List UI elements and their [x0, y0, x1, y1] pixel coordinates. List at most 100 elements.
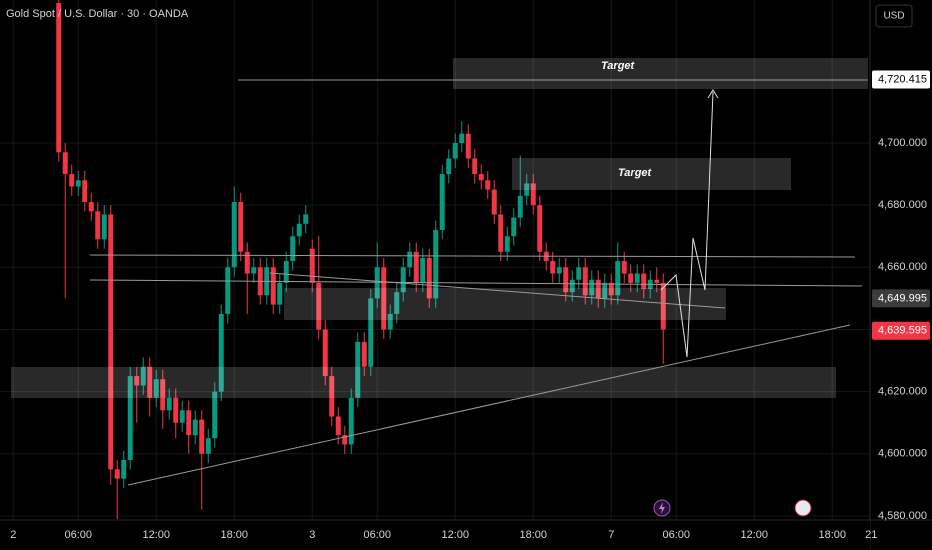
candle-body	[69, 174, 75, 187]
candle-body	[179, 410, 185, 423]
candles	[56, 0, 666, 520]
candle-body	[569, 279, 575, 293]
currency: USD	[883, 11, 904, 22]
x-tick-label: 18:00	[519, 529, 547, 541]
candle-body	[511, 217, 517, 237]
y-tick-label: 4,680.000	[878, 199, 927, 211]
flag-icon[interactable]	[794, 499, 812, 517]
candle-body	[108, 214, 114, 470]
currency-button[interactable]	[875, 4, 913, 28]
candle-body	[192, 419, 198, 436]
candle-body	[309, 248, 315, 283]
price-tag	[872, 289, 930, 308]
candle-body	[439, 174, 445, 231]
x-tick-label: 18:00	[220, 529, 248, 541]
candle-body	[238, 202, 244, 252]
level-line	[89, 279, 863, 287]
candle-body	[277, 282, 283, 305]
price-tag-label: 4,639.595	[878, 325, 927, 337]
candle-body	[634, 273, 640, 283]
candle-body	[374, 267, 380, 299]
candle-body	[251, 267, 257, 274]
candle-body	[121, 460, 127, 479]
x-tick-label: 18:00	[818, 529, 846, 541]
x-tick-label: 12:00	[740, 529, 768, 541]
candle-body	[530, 183, 536, 206]
candle-body	[329, 376, 335, 417]
price-tag-label: 4,649.995	[878, 292, 927, 304]
candle-body	[82, 180, 88, 203]
x-tick-label: 3	[309, 529, 315, 541]
candle-body	[205, 438, 211, 454]
x-tick-label: 06:00	[64, 529, 92, 541]
time-axis-panel	[0, 520, 870, 550]
candle-body	[114, 469, 120, 479]
candle-body	[303, 214, 309, 224]
candle-body	[472, 158, 478, 175]
candle-body	[348, 397, 354, 445]
candle-body	[212, 391, 218, 439]
candle-body	[296, 223, 302, 237]
candle-body	[582, 267, 588, 296]
candle-body	[563, 267, 569, 293]
projection-path	[660, 91, 714, 358]
candle-body	[504, 236, 510, 252]
candle-body	[478, 174, 484, 181]
candle-body	[101, 214, 107, 240]
candle-body	[283, 261, 289, 283]
zone	[11, 367, 836, 398]
candle-body	[498, 214, 504, 252]
x-tick-label: 2	[10, 529, 16, 541]
candle-body	[186, 410, 192, 436]
candle-body	[446, 158, 452, 175]
candle-body	[140, 366, 146, 386]
y-tick-label: 4,580.000	[878, 510, 927, 522]
candle-body	[660, 282, 666, 330]
x-tick-label: 06:00	[363, 529, 391, 541]
price-tag	[872, 70, 930, 89]
candle-body	[316, 282, 322, 330]
candle-body	[134, 376, 140, 386]
candle-body	[576, 267, 582, 280]
candle-body	[556, 267, 562, 274]
annotation: Target	[601, 60, 636, 72]
drawings: Target Target	[11, 58, 868, 517]
candle-body	[459, 133, 465, 143]
candle-body	[127, 376, 133, 461]
candle-body	[517, 195, 523, 218]
candle-body	[654, 279, 660, 283]
y-tick-label: 4,700.000	[878, 137, 927, 149]
candle-body	[62, 152, 68, 175]
x-tick-label: 12:00	[142, 529, 170, 541]
y-tick-label: 4,600.000	[878, 448, 927, 460]
candle-body	[56, 3, 62, 153]
candle-body	[589, 279, 595, 296]
lightning	[659, 502, 665, 514]
candle-body	[290, 236, 296, 262]
x-tick-label: 12:00	[441, 529, 469, 541]
candle-body	[550, 261, 556, 274]
y-tick-label: 4,660.000	[878, 261, 927, 273]
candle-body	[602, 282, 608, 299]
target-zone	[512, 158, 791, 190]
candle-body	[491, 189, 497, 215]
candle-body	[407, 251, 413, 268]
candle-body	[231, 202, 237, 268]
candle-body	[199, 419, 205, 454]
candle-body	[153, 379, 159, 398]
level-line	[89, 254, 856, 258]
price-axis-panel	[870, 0, 932, 550]
candle-body	[641, 273, 647, 290]
candle-body	[608, 282, 614, 296]
candle-body	[628, 273, 634, 283]
candle-body	[270, 267, 276, 305]
y-tick-label: 4,620.000	[878, 386, 927, 398]
chart-title: Gold Spot / U.S. Dollar · 30 · OANDA	[6, 8, 189, 20]
candle-body	[524, 183, 530, 196]
candle-body	[426, 257, 432, 299]
candle-body	[537, 205, 543, 252]
candle-body	[75, 180, 81, 187]
candle-body	[355, 341, 361, 398]
axes: 4,580.0004,600.0004,620.0004,640.0004,66…	[10, 70, 930, 541]
